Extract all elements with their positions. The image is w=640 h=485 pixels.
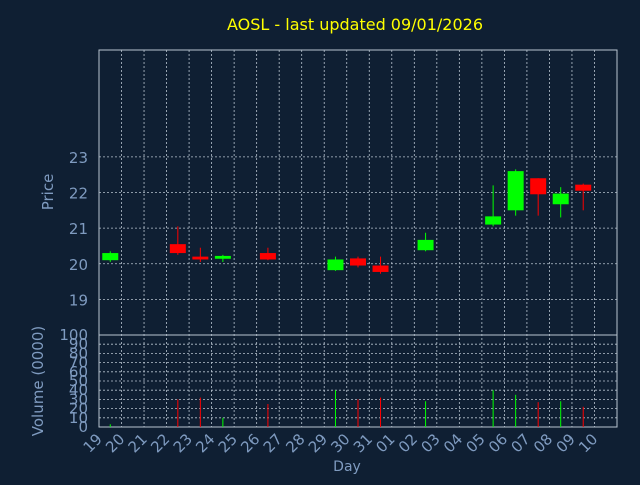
candle-body: [417, 239, 434, 251]
volume-tick-label: 80: [69, 344, 88, 362]
price-tick-label: 23: [69, 149, 88, 167]
candle-body: [102, 253, 119, 261]
candle-body: [192, 256, 209, 260]
candle-body: [552, 193, 569, 205]
price-tick-label: 21: [69, 220, 88, 238]
price-tick-label: 22: [69, 185, 88, 203]
candle-body: [485, 216, 502, 225]
candle-body: [327, 259, 344, 271]
candle-body: [507, 171, 524, 211]
candle-body: [575, 184, 592, 191]
x-tick-label: 10: [575, 430, 601, 456]
volume-axis-label: Volume (0000): [29, 326, 47, 436]
candle-body: [214, 255, 231, 259]
chart-title: AOSL - last updated 09/01/2026: [227, 15, 483, 34]
volume-tick-label: 60: [69, 363, 88, 381]
volume-tick-label: 10: [69, 409, 88, 427]
volume-tick-label: 20: [69, 400, 88, 418]
candle-body: [372, 265, 389, 272]
volume-tick-label: 70: [69, 354, 88, 372]
price-axis-label: Price: [39, 174, 57, 211]
price-tick-label: 20: [69, 256, 88, 274]
candle-body: [530, 178, 547, 195]
volume-tick-label: 100: [59, 326, 88, 344]
candle-body: [350, 258, 366, 266]
volume-tick-label: 30: [69, 390, 88, 408]
candle-body: [169, 244, 186, 254]
volume-tick-label: 0: [78, 418, 88, 436]
volume-tick-label: 90: [69, 335, 88, 353]
candle-body: [259, 253, 276, 260]
volume-tick-label: 40: [69, 381, 88, 399]
x-axis-label: Day: [333, 459, 361, 475]
volume-tick-label: 50: [69, 372, 88, 390]
price-tick-label: 19: [69, 291, 88, 309]
